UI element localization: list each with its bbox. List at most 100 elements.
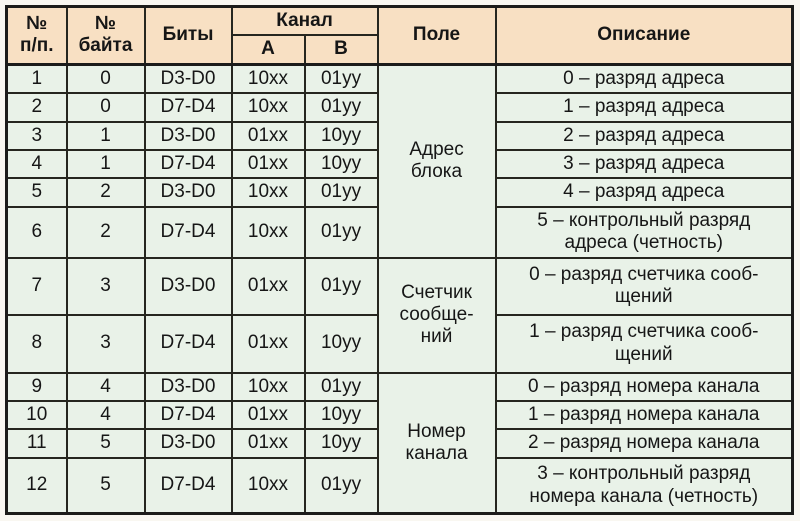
cell-description: 1 – разряд номера канала [494, 400, 794, 431]
cell-byte-number: 1 [65, 120, 146, 152]
cell-row-number: 4 [5, 149, 68, 180]
table-row: 2 0 D7-D4 10xx 01yy 1 – разряд адреса [5, 92, 794, 123]
cell-bits: D3-D0 [143, 62, 233, 95]
cell-channel-a: 10xx [230, 456, 306, 515]
cell-row-number: 5 [5, 177, 68, 208]
header-description: Описание [494, 5, 794, 66]
cell-row-number: 6 [5, 205, 68, 259]
header-byte-number: № байта [65, 5, 146, 66]
cell-channel-b: 01yy [303, 205, 379, 259]
cell-description: 0 – разряд номера канала [494, 371, 794, 403]
header-channel-a: A [230, 34, 306, 66]
table-row: 10 4 D7-D4 01xx 10yy 1 – разряд номера к… [5, 400, 794, 431]
cell-channel-a: 10xx [230, 92, 306, 123]
cell-channel-a: 10xx [230, 177, 306, 208]
cell-bits: D3-D0 [143, 177, 233, 208]
table-row: 11 5 D3-D0 01xx 10yy 2 – разряд номера к… [5, 428, 794, 459]
cell-row-number: 10 [5, 400, 68, 431]
table-row: 9 4 D3-D0 10xx 01yy Номер канала 0 – раз… [5, 371, 794, 515]
cell-bits: D3-D0 [143, 256, 233, 316]
cell-description: 5 – контрольный разряд адреса (четность) [494, 205, 794, 259]
cell-channel-a: 01xx [230, 256, 306, 316]
cell-bits: D7-D4 [143, 456, 233, 515]
cell-bits: D7-D4 [143, 313, 233, 374]
cell-channel-b: 10yy [303, 120, 379, 152]
cell-bits: D3-D0 [143, 428, 233, 459]
cell-channel-a: 01xx [230, 313, 306, 374]
cell-byte-number: 2 [65, 205, 146, 259]
cell-channel-b: 01yy [303, 371, 379, 403]
cell-description: 1 – разряд счетчика сооб- щений [494, 313, 794, 374]
cell-description: 0 – разряд адреса [494, 62, 794, 95]
cell-row-number: 1 [5, 62, 68, 95]
table-row: 5 2 D3-D0 10xx 01yy 4 – разряд адреса [5, 177, 794, 208]
cell-field-group-channel-number: Номер канала [376, 371, 497, 515]
cell-field-group-address: Адрес блока [376, 62, 497, 259]
table-row: 3 1 D3-D0 01xx 10yy 2 – разряд адреса [5, 120, 794, 152]
cell-byte-number: 0 [65, 62, 146, 95]
cell-row-number: 3 [5, 120, 68, 152]
cell-byte-number: 5 [65, 456, 146, 515]
cell-channel-a: 10xx [230, 62, 306, 95]
cell-channel-a: 01xx [230, 400, 306, 431]
cell-channel-a: 01xx [230, 120, 306, 152]
cell-bits: D7-D4 [143, 92, 233, 123]
cell-description: 4 – разряд адреса [494, 177, 794, 208]
cell-row-number: 11 [5, 428, 68, 459]
cell-byte-number: 0 [65, 92, 146, 123]
table-row: 4 1 D7-D4 01xx 10yy 3 – разряд адреса [5, 149, 794, 180]
cell-channel-a: 01xx [230, 149, 306, 180]
cell-channel-b: 01yy [303, 456, 379, 515]
cell-byte-number: 4 [65, 371, 146, 403]
header-channel-group: Канал [230, 5, 379, 37]
cell-description: 2 – разряд номера канала [494, 428, 794, 459]
cell-bits: D3-D0 [143, 371, 233, 403]
cell-description: 2 – разряд адреса [494, 120, 794, 152]
cell-channel-b: 01yy [303, 256, 379, 316]
header-channel-b: B [303, 34, 379, 66]
cell-byte-number: 1 [65, 149, 146, 180]
cell-channel-b: 10yy [303, 428, 379, 459]
cell-channel-b: 01yy [303, 177, 379, 208]
cell-description: 1 – разряд адреса [494, 92, 794, 123]
cell-description: 3 – контрольный разряд номера канала (че… [494, 456, 794, 515]
cell-row-number: 2 [5, 92, 68, 123]
table-body: 1 0 D3-D0 10xx 01yy Адрес блока 0 – разр… [5, 62, 794, 515]
header-row-number: № п/п. [5, 5, 68, 66]
table-header: № п/п. № байта Биты Канал Поле Описание … [5, 5, 794, 66]
cell-field-group-counter: Счетчик сообще- ний [376, 256, 497, 374]
cell-description: 0 – разряд счетчика сооб- щений [494, 256, 794, 316]
cell-row-number: 8 [5, 313, 68, 374]
cell-channel-b: 01yy [303, 92, 379, 123]
header-row-1: № п/п. № байта Биты Канал Поле Описание [5, 5, 794, 66]
cell-channel-a: 10xx [230, 371, 306, 403]
cell-channel-b: 10yy [303, 313, 379, 374]
table-row: 6 2 D7-D4 10xx 01yy 5 – контрольный разр… [5, 205, 794, 259]
cell-row-number: 9 [5, 371, 68, 403]
cell-channel-b: 01yy [303, 62, 379, 95]
header-bits: Биты [143, 5, 233, 66]
cell-channel-b: 10yy [303, 149, 379, 180]
cell-channel-a: 01xx [230, 428, 306, 459]
cell-byte-number: 3 [65, 256, 146, 316]
header-field: Поле [376, 5, 497, 66]
cell-row-number: 7 [5, 256, 68, 316]
cell-bits: D7-D4 [143, 400, 233, 431]
cell-channel-b: 10yy [303, 400, 379, 431]
table-row: 8 3 D7-D4 01xx 10yy 1 – разряд счетчика … [5, 313, 794, 374]
cell-description: 3 – разряд адреса [494, 149, 794, 180]
header-row-2: A B [7, 34, 793, 66]
signal-format-table: № п/п. № байта Биты Канал Поле Описание … [5, 5, 795, 516]
cell-byte-number: 3 [65, 313, 146, 374]
cell-channel-a: 10xx [230, 205, 306, 259]
table-row: 7 3 D3-D0 01xx 01yy Счетчик сообще- ний … [5, 256, 794, 374]
cell-bits: D3-D0 [143, 120, 233, 152]
cell-bits: D7-D4 [143, 149, 233, 180]
cell-row-number: 12 [5, 456, 68, 515]
cell-byte-number: 2 [65, 177, 146, 208]
cell-byte-number: 4 [65, 400, 146, 431]
cell-bits: D7-D4 [143, 205, 233, 259]
table-row: 1 0 D3-D0 10xx 01yy Адрес блока 0 – разр… [5, 62, 794, 259]
table-row: 12 5 D7-D4 10xx 01yy 3 – контрольный раз… [5, 456, 794, 515]
